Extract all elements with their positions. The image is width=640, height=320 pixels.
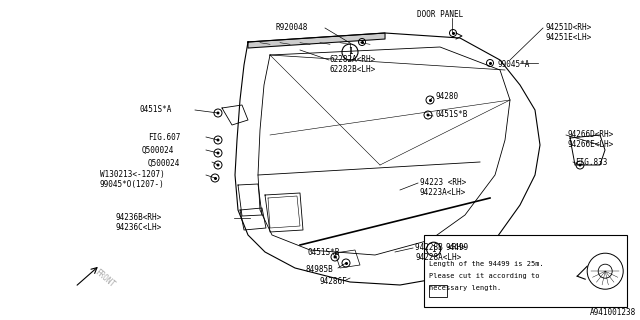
Text: 94251D<RH>: 94251D<RH> bbox=[545, 23, 591, 32]
Text: 0451S*B: 0451S*B bbox=[308, 248, 340, 257]
Text: 94266D<RH>: 94266D<RH> bbox=[568, 130, 614, 139]
Circle shape bbox=[426, 114, 429, 116]
Text: R920048: R920048 bbox=[275, 23, 307, 32]
Text: 62282B<LH>: 62282B<LH> bbox=[330, 65, 376, 74]
Text: 94236C<LH>: 94236C<LH> bbox=[115, 223, 161, 232]
Circle shape bbox=[579, 164, 582, 166]
Bar bbox=[424, 235, 627, 307]
Text: 94223A<LH>: 94223A<LH> bbox=[420, 188, 467, 197]
Circle shape bbox=[216, 151, 220, 155]
Text: 0451S*B: 0451S*B bbox=[435, 110, 467, 119]
Text: 84985B: 84985B bbox=[305, 265, 333, 274]
Circle shape bbox=[216, 164, 220, 166]
Circle shape bbox=[333, 255, 337, 259]
Text: Q500024: Q500024 bbox=[142, 146, 174, 155]
Text: 94228B <RH>: 94228B <RH> bbox=[415, 243, 466, 252]
Text: 94286F: 94286F bbox=[320, 277, 348, 286]
Bar bbox=[429, 285, 447, 297]
Text: 94223 <RH>: 94223 <RH> bbox=[420, 178, 467, 187]
Text: 94280: 94280 bbox=[435, 92, 458, 101]
Text: 94251E<LH>: 94251E<LH> bbox=[545, 33, 591, 42]
Text: FIG.607: FIG.607 bbox=[148, 133, 180, 142]
Text: necessary length.: necessary length. bbox=[429, 285, 501, 291]
Text: Q500024: Q500024 bbox=[148, 159, 180, 168]
Text: Length of the 94499 is 25m.: Length of the 94499 is 25m. bbox=[429, 261, 543, 267]
Text: 1: 1 bbox=[431, 245, 436, 254]
Circle shape bbox=[216, 139, 220, 141]
Text: 62282A<RH>: 62282A<RH> bbox=[330, 55, 376, 64]
Circle shape bbox=[216, 111, 220, 115]
Polygon shape bbox=[248, 33, 385, 48]
Text: 94236B<RH>: 94236B<RH> bbox=[115, 213, 161, 222]
Text: DOOR PANEL: DOOR PANEL bbox=[417, 10, 463, 19]
Text: 94266E<LH>: 94266E<LH> bbox=[568, 140, 614, 149]
Text: Please cut it according to: Please cut it according to bbox=[429, 273, 539, 279]
Text: 99045*O(1207-): 99045*O(1207-) bbox=[100, 180, 164, 189]
Text: FIG.833: FIG.833 bbox=[575, 158, 607, 167]
Text: 0451S*A: 0451S*A bbox=[140, 105, 172, 114]
Text: W130213<-1207): W130213<-1207) bbox=[100, 170, 164, 179]
Text: 94228A<LH>: 94228A<LH> bbox=[415, 253, 461, 262]
Text: 94499: 94499 bbox=[445, 243, 469, 252]
Text: FRONT: FRONT bbox=[93, 268, 116, 290]
Text: 1: 1 bbox=[348, 47, 352, 57]
Text: 99045*A: 99045*A bbox=[497, 60, 529, 69]
Text: A941001238: A941001238 bbox=[589, 308, 636, 317]
